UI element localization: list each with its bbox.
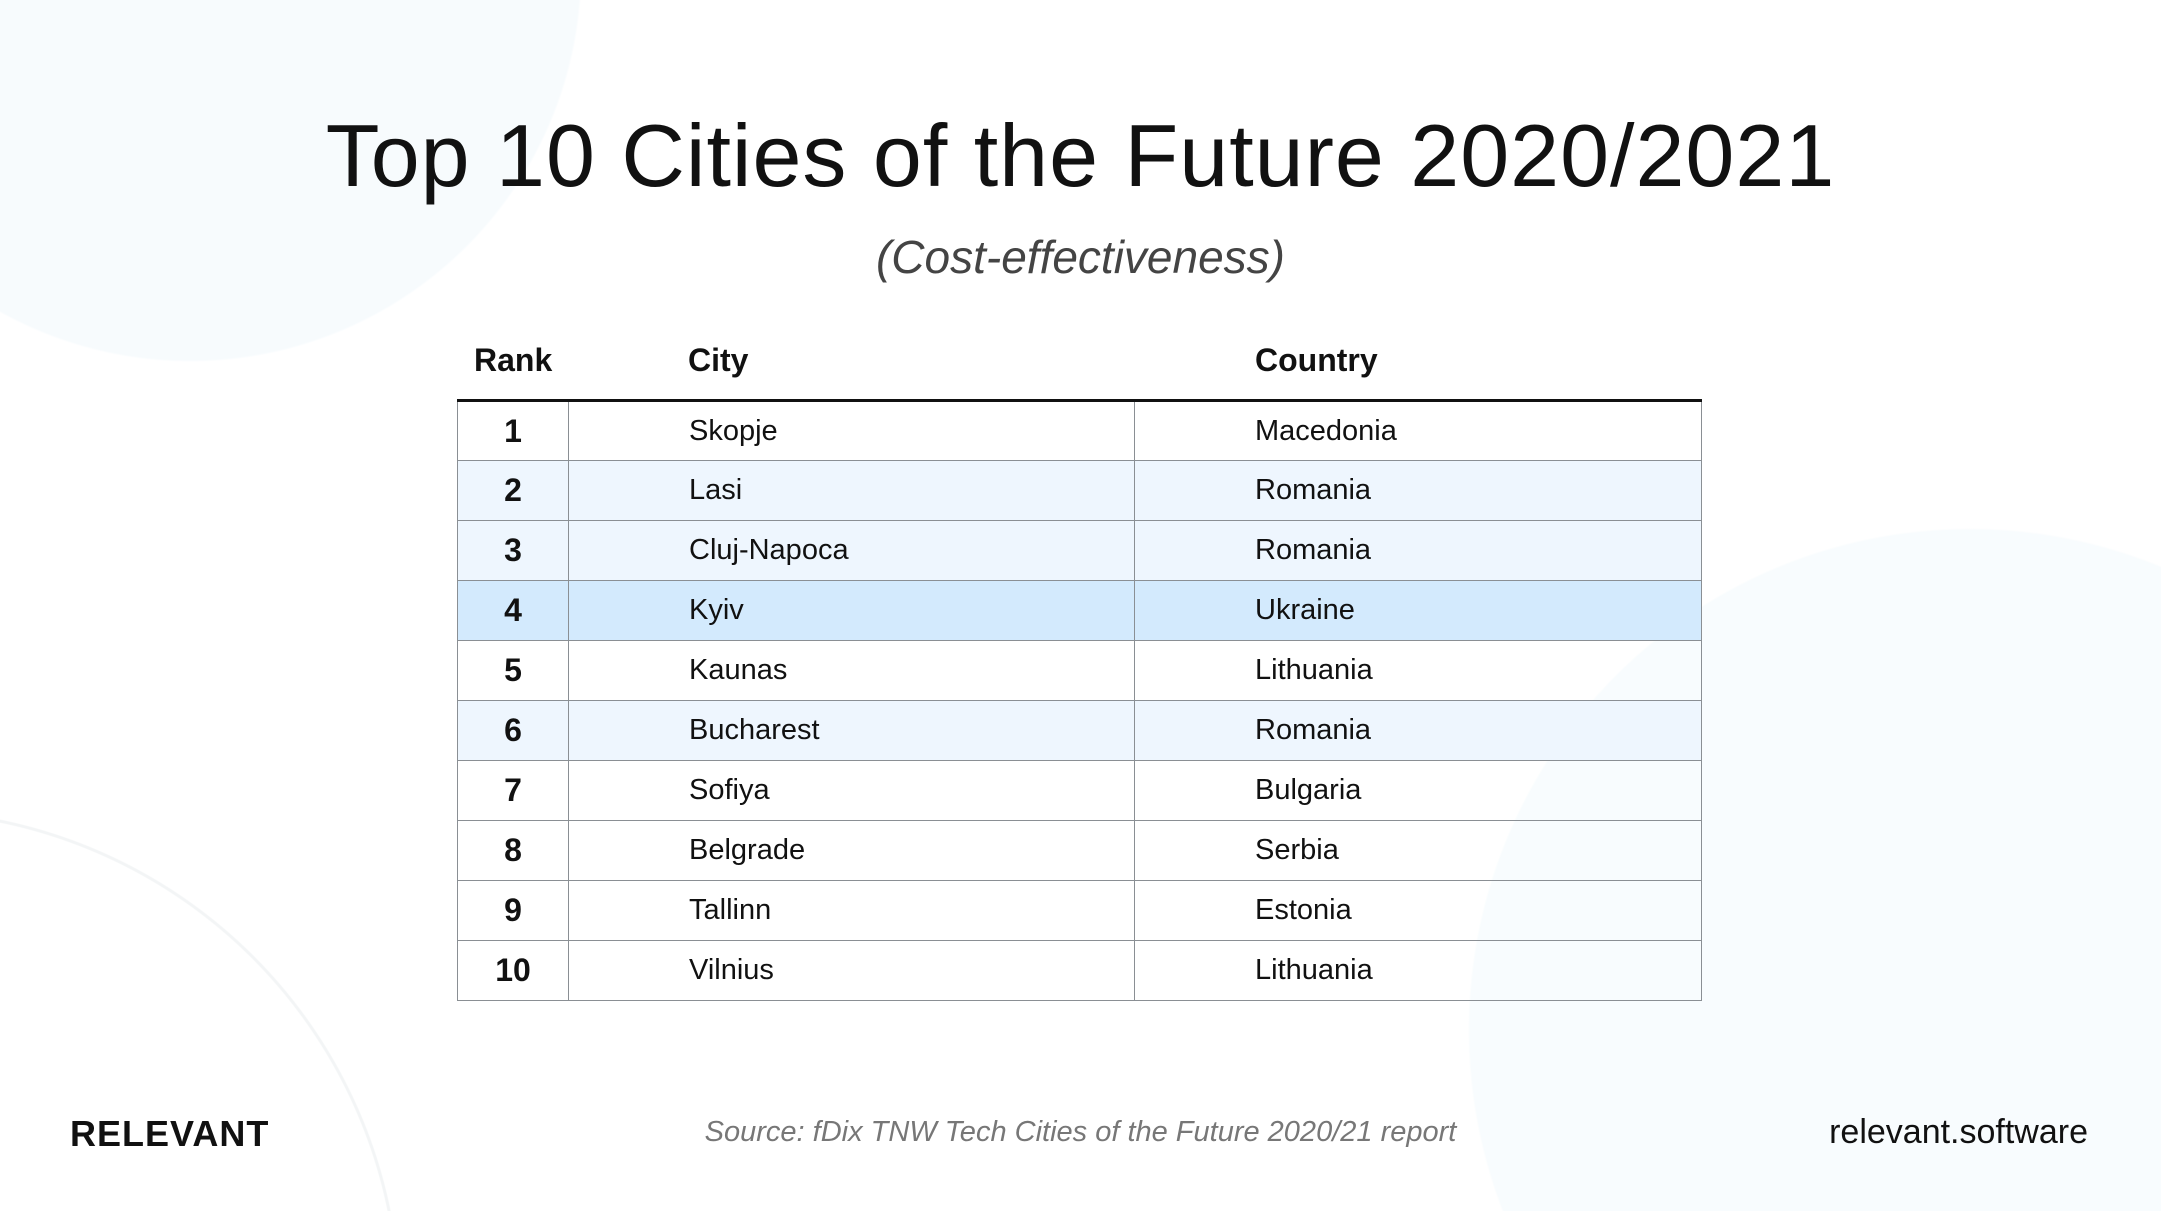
table-row: 1 Skopje Macedonia <box>457 399 1702 461</box>
city-cell: Skopje <box>568 399 1135 461</box>
city-cell: Belgrade <box>568 820 1135 881</box>
header-city: City <box>688 342 749 378</box>
table-row: 2 Lasi Romania <box>457 460 1702 521</box>
city-cell: Bucharest <box>568 700 1135 761</box>
rank-cell: 3 <box>457 520 569 581</box>
rank-cell: 10 <box>457 940 569 1001</box>
city-cell: Cluj-Napoca <box>568 520 1135 581</box>
city-cell: Kyiv <box>568 580 1135 641</box>
table-row: 8 Belgrade Serbia <box>457 820 1702 881</box>
rank-cell: 2 <box>457 460 569 521</box>
rank-cell: 7 <box>457 760 569 821</box>
city-cell: Sofiya <box>568 760 1135 821</box>
page-subtitle: (Cost-effectiveness) <box>875 231 1285 283</box>
table-row: 4 Kyiv Ukraine <box>457 580 1702 641</box>
country-cell: Lithuania <box>1134 940 1702 1001</box>
rank-cell: 8 <box>457 820 569 881</box>
rank-cell: 9 <box>457 880 569 941</box>
relevant-logo: RELEVANT <box>70 1113 270 1154</box>
city-cell: Vilnius <box>568 940 1135 1001</box>
rank-cell: 5 <box>457 640 569 701</box>
table-row: 7 Sofiya Bulgaria <box>457 760 1702 821</box>
table-row: 9 Tallinn Estonia <box>457 880 1702 941</box>
site-link[interactable]: relevant.software <box>1829 1113 2088 1151</box>
table-row: 6 Bucharest Romania <box>457 700 1702 761</box>
country-cell: Serbia <box>1134 820 1702 881</box>
country-cell: Ukraine <box>1134 580 1702 641</box>
cities-table: 1 Skopje Macedonia 2 Lasi Romania 3 Cluj-Napoca… <box>457 399 1702 1001</box>
country-cell: Romania <box>1134 460 1702 521</box>
table-row: 10 Vilnius Lithuania <box>457 940 1702 1001</box>
table-row: 5 Kaunas Lithuania <box>457 640 1702 701</box>
country-cell: Lithuania <box>1134 640 1702 701</box>
source-note: Source: fDix TNW Tech Cities of the Futu… <box>704 1116 1457 1148</box>
page-title: Top 10 Cities of the Future 2020/2021 <box>325 106 1836 205</box>
rank-cell: 6 <box>457 700 569 761</box>
table-row: 3 Cluj-Napoca Romania <box>457 520 1702 581</box>
country-cell: Macedonia <box>1134 399 1702 461</box>
country-cell: Bulgaria <box>1134 760 1702 821</box>
country-cell: Estonia <box>1134 880 1702 941</box>
city-cell: Lasi <box>568 460 1135 521</box>
rank-cell: 4 <box>457 580 569 641</box>
header-rank: Rank <box>474 342 553 378</box>
city-cell: Kaunas <box>568 640 1135 701</box>
country-cell: Romania <box>1134 520 1702 581</box>
country-cell: Romania <box>1134 700 1702 761</box>
city-cell: Tallinn <box>568 880 1135 941</box>
rank-cell: 1 <box>457 399 569 461</box>
header-country: Country <box>1255 342 1378 378</box>
